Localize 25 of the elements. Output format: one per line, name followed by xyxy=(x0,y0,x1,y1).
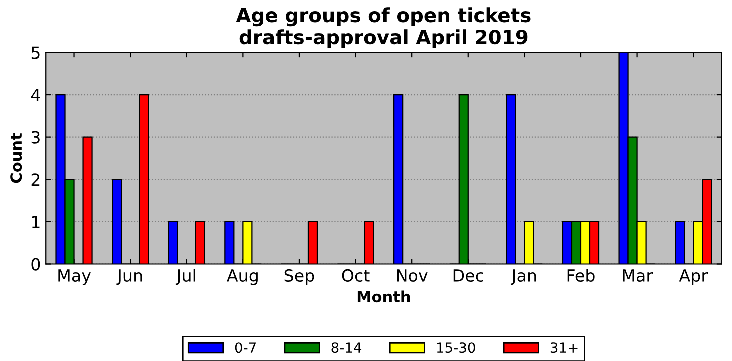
chart-title: Age groups of open tickets drafts-approval April 2019 xyxy=(236,8,531,48)
y-tick-label: 2 xyxy=(32,174,40,186)
y-tick-label: 3 xyxy=(32,131,40,144)
x-tick-label: Apr xyxy=(679,270,708,286)
legend-label: 15-30 xyxy=(437,342,476,354)
y-tick-label: 4 xyxy=(31,89,40,102)
x-tick-label: Oct xyxy=(342,269,370,282)
x-tick-label: Jun xyxy=(116,270,142,286)
legend-label: 31+ xyxy=(550,342,578,354)
x-tick-label: Aug xyxy=(227,270,258,286)
legend-label: 8-14 xyxy=(332,342,362,354)
x-tick-label: Sep xyxy=(284,269,314,286)
x-tick-label: Mar xyxy=(623,270,654,282)
x-tick-label: Jul xyxy=(176,269,196,286)
y-axis-title: Count xyxy=(10,133,22,184)
y-tick-label: 5 xyxy=(32,46,40,60)
x-axis-title: Month xyxy=(358,290,410,303)
x-tick-label: Jan xyxy=(510,270,536,286)
x-tick-label: Dec xyxy=(454,270,484,282)
y-tick-label: 1 xyxy=(32,216,40,228)
x-tick-label: Nov xyxy=(397,270,428,282)
x-tick-label: May xyxy=(58,270,91,286)
legend-label: 0-7 xyxy=(235,342,256,354)
x-tick-label: Feb xyxy=(568,269,595,282)
y-tick-label: 0 xyxy=(32,258,40,271)
